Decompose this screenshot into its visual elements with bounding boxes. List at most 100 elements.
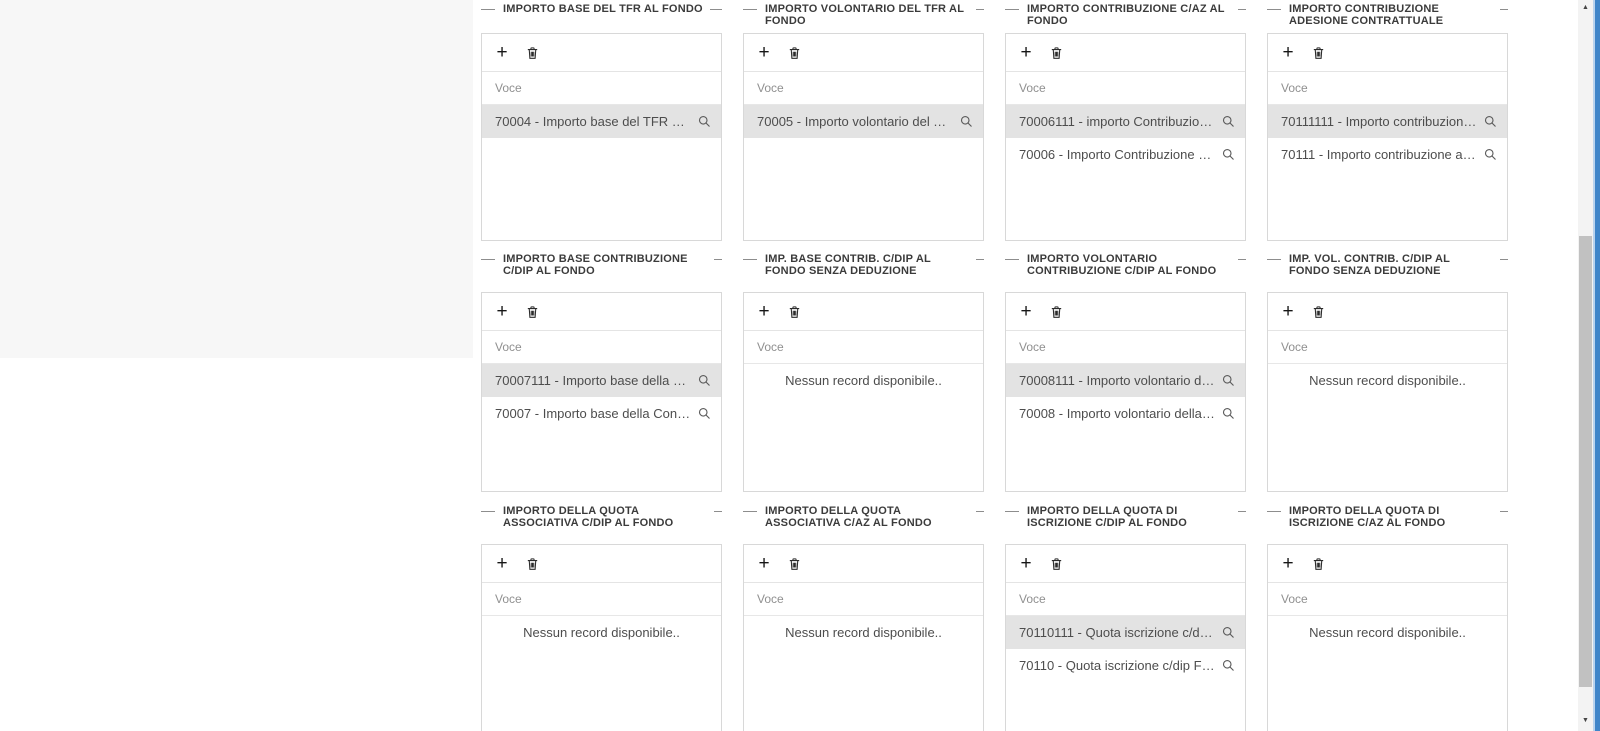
add-voce-button[interactable]: + (494, 43, 510, 63)
panel-title: IMPORTO DELLA QUOTA DI ISCRIZIONE C/AZ A… (1267, 505, 1508, 538)
voce-list-box: + Voce 70111111 - Importo contribuzion… … (1267, 33, 1508, 241)
panel-title-text: IMP. VOL. CONTRIB. C/DIP AL FONDO SENZA … (1289, 253, 1450, 277)
voce-list-box: + Voce Nessun record disponibile.. (743, 544, 984, 731)
voce-row[interactable]: 70110 - Quota iscrizione c/dip Fo… (1006, 649, 1245, 682)
delete-voce-button[interactable] (1048, 302, 1064, 322)
voce-column-header: Voce (1006, 583, 1245, 616)
plus-icon: + (1020, 552, 1032, 574)
voce-column-header: Voce (1268, 331, 1507, 364)
add-voce-button[interactable]: + (1280, 302, 1296, 322)
add-voce-button[interactable]: + (494, 302, 510, 322)
search-icon[interactable] (697, 373, 712, 388)
voce-row[interactable]: 70007 - Importo base della Contri… (482, 397, 721, 430)
voce-panel: IMPORTO CONTRIBUZIONE C/AZ AL FONDO + Vo… (1005, 3, 1246, 241)
panel-title-text: IMPORTO CONTRIBUZIONE ADESIONE CONTRATTU… (1289, 3, 1444, 27)
legend-line-left (481, 259, 495, 260)
search-icon[interactable] (1221, 373, 1236, 388)
voce-row[interactable]: 70008 - Importo volontario della … (1006, 397, 1245, 430)
voce-rows: Nessun record disponibile.. (744, 616, 983, 731)
scroll-down-arrow[interactable]: ▼ (1582, 717, 1589, 724)
search-icon[interactable] (1221, 147, 1236, 162)
legend-line-right (1500, 259, 1508, 260)
panel-title: IMP. VOL. CONTRIB. C/DIP AL FONDO SENZA … (1267, 253, 1508, 286)
add-voce-button[interactable]: + (1280, 43, 1296, 63)
search-icon[interactable] (1221, 114, 1236, 129)
delete-voce-button[interactable] (786, 302, 802, 322)
voce-row[interactable]: 70008111 - Importo volontario de… (1006, 364, 1245, 397)
voce-column-header: Voce (482, 72, 721, 105)
search-icon[interactable] (1221, 658, 1236, 673)
left-empty-region (0, 0, 473, 358)
voce-list-box: + Voce Nessun record disponibile.. (743, 292, 984, 492)
delete-voce-button[interactable] (524, 43, 540, 63)
voce-list-box: + Voce Nessun record disponibile.. (481, 544, 722, 731)
delete-voce-button[interactable] (1310, 302, 1326, 322)
voce-column-header: Voce (1268, 583, 1507, 616)
add-voce-button[interactable]: + (756, 43, 772, 63)
voce-row-label: 70007 - Importo base della Contri… (495, 406, 691, 421)
add-voce-button[interactable]: + (1280, 554, 1296, 574)
legend-line-right (714, 259, 722, 260)
search-icon[interactable] (959, 114, 974, 129)
search-icon[interactable] (697, 114, 712, 129)
panel-title-text: IMPORTO BASE DEL TFR AL FONDO (503, 3, 703, 15)
legend-line-left (1267, 511, 1281, 512)
voce-row-label: 70110111 - Quota iscrizione c/di… (1019, 625, 1215, 640)
panel-toolbar: + (482, 293, 721, 331)
trash-icon (527, 305, 537, 318)
voce-rows: 70007111 - Importo base della C… 70007 -… (482, 364, 721, 491)
voce-row[interactable]: 70004 - Importo base del TFR da … (482, 105, 721, 138)
voce-row[interactable]: 70007111 - Importo base della C… (482, 364, 721, 397)
trash-icon (1051, 305, 1061, 318)
voce-row-label: 70008111 - Importo volontario de… (1019, 373, 1215, 388)
search-icon[interactable] (697, 406, 712, 421)
panel-toolbar: + (744, 34, 983, 72)
voce-rows: Nessun record disponibile.. (1268, 364, 1507, 491)
panel-title: IMPORTO DELLA QUOTA ASSOCIATIVA C/DIP AL… (481, 505, 722, 538)
add-voce-button[interactable]: + (756, 302, 772, 322)
search-icon[interactable] (1221, 625, 1236, 640)
panel-title: IMPORTO VOLONTARIO DEL TFR AL FONDO (743, 3, 984, 27)
delete-voce-button[interactable] (524, 302, 540, 322)
voce-list-box: + Voce Nessun record disponibile.. (1267, 292, 1508, 492)
legend-line-right (1500, 511, 1508, 512)
search-icon[interactable] (1221, 406, 1236, 421)
panel-title: IMPORTO CONTRIBUZIONE ADESIONE CONTRATTU… (1267, 3, 1508, 27)
search-icon[interactable] (1483, 147, 1498, 162)
delete-voce-button[interactable] (1048, 554, 1064, 574)
panel-row-3: IMPORTO DELLA QUOTA ASSOCIATIVA C/DIP AL… (481, 505, 1508, 731)
plus-icon: + (496, 552, 508, 574)
voce-row[interactable]: 70005 - Importo volontario del TF… (744, 105, 983, 138)
voce-row[interactable]: 70111111 - Importo contribuzion… (1268, 105, 1507, 138)
delete-voce-button[interactable] (786, 43, 802, 63)
delete-voce-button[interactable] (786, 554, 802, 574)
voce-list-box: + Voce 70005 - Importo volontario del TF… (743, 33, 984, 241)
scrollbar-thumb[interactable] (1579, 236, 1592, 687)
trash-icon (1051, 557, 1061, 570)
panel-toolbar: + (1268, 293, 1507, 331)
delete-voce-button[interactable] (524, 554, 540, 574)
add-voce-button[interactable]: + (756, 554, 772, 574)
legend-line-right (1238, 9, 1246, 10)
voce-row[interactable]: 70110111 - Quota iscrizione c/di… (1006, 616, 1245, 649)
add-voce-button[interactable]: + (494, 554, 510, 574)
voce-row[interactable]: 70006111 - importo Contribuzion… (1006, 105, 1245, 138)
voce-column-header: Voce (744, 331, 983, 364)
voce-row[interactable]: 70006 - Importo Contribuzione c/… (1006, 138, 1245, 171)
delete-voce-button[interactable] (1310, 43, 1326, 63)
search-icon[interactable] (1483, 114, 1498, 129)
scroll-up-arrow[interactable]: ▲ (1582, 4, 1589, 11)
voce-row[interactable]: 70111 - Importo contribuzione ad… (1268, 138, 1507, 171)
add-voce-button[interactable]: + (1018, 302, 1034, 322)
voce-rows: 70111111 - Importo contribuzion… 70111 -… (1268, 105, 1507, 240)
add-voce-button[interactable]: + (1018, 43, 1034, 63)
legend-line-left (743, 9, 757, 10)
vertical-scrollbar[interactable]: ▲ ▼ (1578, 0, 1593, 731)
delete-voce-button[interactable] (1048, 43, 1064, 63)
legend-line-right (714, 511, 722, 512)
delete-voce-button[interactable] (1310, 554, 1326, 574)
plus-icon: + (1282, 552, 1294, 574)
voce-row-label: 70005 - Importo volontario del TF… (757, 114, 953, 129)
panel-title-text: IMPORTO DELLA QUOTA ASSOCIATIVA C/AZ AL … (765, 505, 932, 529)
add-voce-button[interactable]: + (1018, 554, 1034, 574)
